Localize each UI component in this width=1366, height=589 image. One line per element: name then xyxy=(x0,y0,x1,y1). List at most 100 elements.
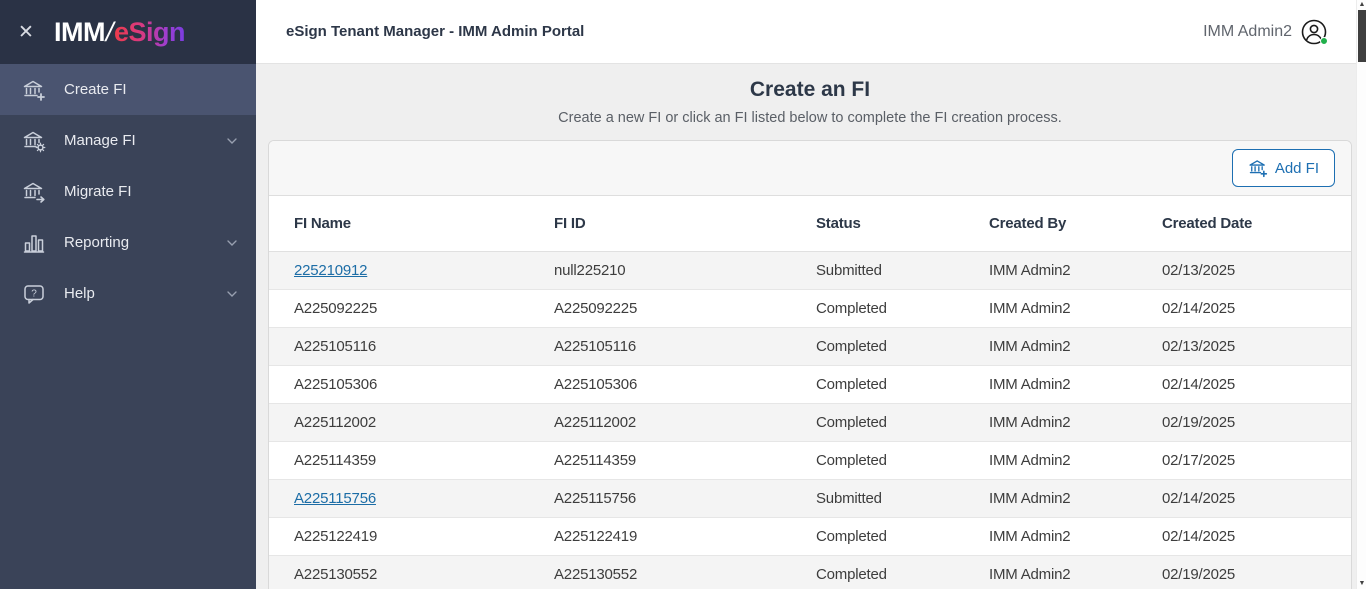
created-date-cell: 02/14/2025 xyxy=(1162,490,1236,507)
created-date-cell: 02/14/2025 xyxy=(1162,376,1236,393)
fi-id-cell: A225114359 xyxy=(554,452,636,469)
fi-name-cell: A225105116 xyxy=(294,338,376,355)
created-date-cell: 02/14/2025 xyxy=(1162,528,1236,545)
created-by-cell: IMM Admin2 xyxy=(989,300,1071,317)
page-title: Create an FI xyxy=(749,78,871,101)
fi-id-cell: A225115756 xyxy=(554,490,636,507)
created-date-cell: 02/19/2025 xyxy=(1162,566,1236,583)
fi-id-cell: A225105306 xyxy=(554,376,638,393)
bank-plus-icon xyxy=(23,80,45,101)
fi-name-cell: A225105306 xyxy=(294,376,378,393)
question-bubble-icon: ? xyxy=(24,284,44,304)
status-cell: Submitted xyxy=(816,490,882,507)
fi-name-link[interactable]: A225115756 xyxy=(294,490,376,507)
sidebar-item-migrate-fi[interactable]: Migrate FI xyxy=(0,166,256,217)
created-date-cell: 02/19/2025 xyxy=(1162,414,1236,431)
chevron-down-icon xyxy=(227,137,237,144)
sidebar-item-label: Migrate FI xyxy=(64,183,132,200)
status-cell: Completed xyxy=(816,414,887,431)
status-cell: Completed xyxy=(816,300,887,317)
scroll-down-arrow-icon[interactable]: ▼ xyxy=(1358,580,1366,587)
add-fi-button[interactable]: Add FI xyxy=(1231,149,1335,187)
created-by-cell: IMM Admin2 xyxy=(989,566,1071,583)
created-date-cell: 02/17/2025 xyxy=(1162,452,1236,469)
table-header-row: FI Name FI ID Status Created By Created … xyxy=(269,196,1351,252)
created-by-cell: IMM Admin2 xyxy=(989,452,1071,469)
table-row: A225112002 A225112002 Completed IMM Admin2 0… xyxy=(269,404,1351,442)
created-by-cell: IMM Admin2 xyxy=(989,490,1071,507)
page-subtitle: Create a new FI or click an FI listed be… xyxy=(558,110,1062,126)
status-cell: Completed xyxy=(816,376,887,393)
sidebar: ✕ IMM/eSign Create FI Manage FI xyxy=(0,0,256,589)
sidebar-item-help[interactable]: ? Help xyxy=(0,268,256,319)
sidebar-item-manage-fi[interactable]: Manage FI xyxy=(0,115,256,166)
page-content: Create an FI Create a new FI or click an… xyxy=(256,64,1366,589)
bank-gear-icon xyxy=(23,131,46,152)
fi-id-cell: A225130552 xyxy=(554,566,638,583)
fi-list-card: Add FI FI Name FI ID Status Created By C… xyxy=(268,140,1352,589)
fi-id-cell: A225105116 xyxy=(554,338,636,355)
column-header-fi-id: FI ID xyxy=(554,215,586,232)
fi-name-cell: A225112002 xyxy=(294,414,376,431)
table-row: 225210912 null225210 Submitted IMM Admin2 02… xyxy=(269,252,1351,290)
table-row: A225105306 A225105306 Completed IMM Admin2 0… xyxy=(269,366,1351,404)
fi-name-link[interactable]: 225210912 xyxy=(294,262,368,279)
fi-name-cell: A225122419 xyxy=(294,528,378,545)
user-name: IMM Admin2 xyxy=(1203,22,1292,40)
topbar: eSign Tenant Manager - IMM Admin Portal … xyxy=(256,0,1366,64)
table-body: 225210912 null225210 Submitted IMM Admin2 02… xyxy=(269,252,1351,589)
table-row: A225105116 A225105116 Completed IMM Admin2 0… xyxy=(269,328,1351,366)
bank-plus-icon xyxy=(1249,160,1267,178)
created-by-cell: IMM Admin2 xyxy=(989,528,1071,545)
sidebar-item-label: Create FI xyxy=(64,81,127,98)
bar-chart-icon xyxy=(23,234,45,253)
brand-esign: eSign xyxy=(114,16,186,47)
created-date-cell: 02/13/2025 xyxy=(1162,262,1236,279)
fi-id-cell: A225122419 xyxy=(554,528,638,545)
brand-logo: IMM/eSign xyxy=(54,16,186,48)
chevron-down-icon xyxy=(227,239,237,246)
column-header-created-date: Created Date xyxy=(1162,215,1253,232)
created-date-cell: 02/13/2025 xyxy=(1162,338,1236,355)
close-menu-icon[interactable]: ✕ xyxy=(18,21,34,43)
card-toolbar: Add FI xyxy=(269,141,1351,196)
created-date-cell: 02/14/2025 xyxy=(1162,300,1236,317)
table-row: A225130552 A225130552 Completed IMM Admin2 0… xyxy=(269,556,1351,589)
status-cell: Completed xyxy=(816,566,887,583)
created-by-cell: IMM Admin2 xyxy=(989,262,1071,279)
sidebar-item-create-fi[interactable]: Create FI xyxy=(0,64,256,115)
status-cell: Completed xyxy=(816,528,887,545)
vertical-scrollbar[interactable]: ▲ ▼ xyxy=(1356,0,1366,589)
sidebar-logo-band: ✕ IMM/eSign xyxy=(0,0,256,64)
brand-imm: IMM xyxy=(54,16,105,47)
table-row: A225115756 A225115756 Submitted IMM Admin2 0… xyxy=(269,480,1351,518)
app-title: eSign Tenant Manager - IMM Admin Portal xyxy=(286,23,585,40)
created-by-cell: IMM Admin2 xyxy=(989,338,1071,355)
chevron-down-icon xyxy=(227,290,237,297)
fi-id-cell: A225112002 xyxy=(554,414,636,431)
fi-name-cell: A225130552 xyxy=(294,566,378,583)
status-cell: Completed xyxy=(816,452,887,469)
status-cell: Submitted xyxy=(816,262,882,279)
user-avatar-icon[interactable] xyxy=(1300,18,1328,46)
column-header-fi-name: FI Name xyxy=(294,215,351,232)
page-head: Create an FI Create a new FI or click an… xyxy=(268,74,1352,140)
sidebar-item-label: Manage FI xyxy=(64,132,136,149)
created-by-cell: IMM Admin2 xyxy=(989,376,1071,393)
sidebar-item-label: Reporting xyxy=(64,234,130,251)
online-status-dot xyxy=(1320,36,1328,45)
fi-name-cell: A225114359 xyxy=(294,452,376,469)
bank-arrow-icon xyxy=(23,182,45,203)
user-menu[interactable]: IMM Admin2 xyxy=(1203,18,1328,46)
scroll-up-arrow-icon[interactable]: ▲ xyxy=(1358,1,1366,8)
scrollbar-thumb[interactable] xyxy=(1358,10,1366,62)
table-row: A225092225 A225092225 Completed IMM Admin2 0… xyxy=(269,290,1351,328)
column-header-created-by: Created By xyxy=(989,215,1067,232)
fi-id-cell: null225210 xyxy=(554,262,626,279)
column-header-status: Status xyxy=(816,215,861,232)
fi-name-cell: A225092225 xyxy=(294,300,378,317)
table-row: A225114359 A225114359 Completed IMM Admin2 0… xyxy=(269,442,1351,480)
sidebar-item-reporting[interactable]: Reporting xyxy=(0,217,256,268)
status-cell: Completed xyxy=(816,338,887,355)
